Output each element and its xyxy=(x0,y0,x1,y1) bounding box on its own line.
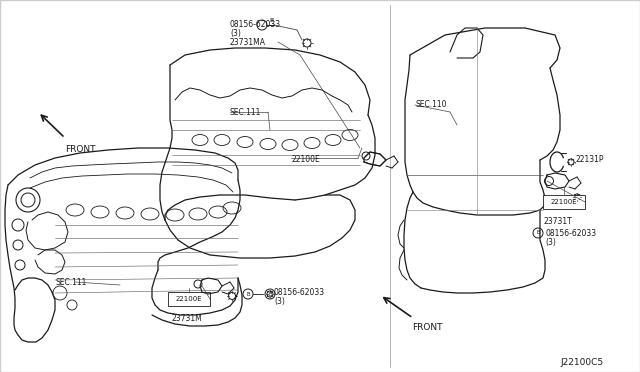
Text: 22100E: 22100E xyxy=(176,296,202,302)
Text: 22100E: 22100E xyxy=(550,199,577,205)
Text: FRONT: FRONT xyxy=(65,145,95,154)
Text: 22131P: 22131P xyxy=(575,155,604,164)
Text: FRONT: FRONT xyxy=(412,323,442,332)
Bar xyxy=(168,292,210,306)
Text: 22100E: 22100E xyxy=(292,155,321,164)
Text: B: B xyxy=(269,19,273,23)
Text: 23731M: 23731M xyxy=(171,314,202,323)
Text: (3): (3) xyxy=(545,238,556,247)
Text: 08156-62033: 08156-62033 xyxy=(274,288,325,297)
Text: 08156-62033: 08156-62033 xyxy=(230,20,281,29)
Text: (3): (3) xyxy=(230,29,241,38)
Text: SEC.111: SEC.111 xyxy=(230,108,261,117)
Text: B: B xyxy=(536,231,540,235)
Text: 08156-62033: 08156-62033 xyxy=(545,229,596,238)
Text: J22100C5: J22100C5 xyxy=(560,358,603,367)
Text: B: B xyxy=(268,292,272,296)
Text: (3): (3) xyxy=(274,297,285,306)
Text: SEC.111: SEC.111 xyxy=(55,278,86,287)
Text: 23731MA: 23731MA xyxy=(230,38,266,47)
Bar xyxy=(543,195,585,209)
Text: 23731T: 23731T xyxy=(543,217,572,226)
Text: SEC.110: SEC.110 xyxy=(415,100,447,109)
Text: B: B xyxy=(246,292,250,296)
